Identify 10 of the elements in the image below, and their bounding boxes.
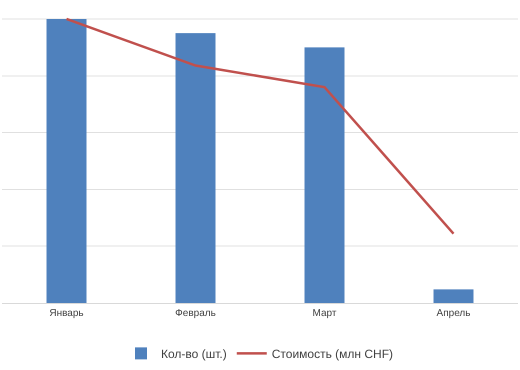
x-tick-label: Февраль <box>175 308 216 319</box>
bar <box>176 33 216 303</box>
bar <box>46 18 86 303</box>
x-tick-label: Апрель <box>436 308 470 319</box>
legend-label: Стоимость (млн CHF) <box>272 347 394 362</box>
x-tick-label: Январь <box>49 308 84 319</box>
legend-label: Кол-во (шт.) <box>161 347 227 362</box>
bar <box>434 289 474 303</box>
bar <box>304 47 344 303</box>
x-tick-label: Март <box>312 308 337 319</box>
